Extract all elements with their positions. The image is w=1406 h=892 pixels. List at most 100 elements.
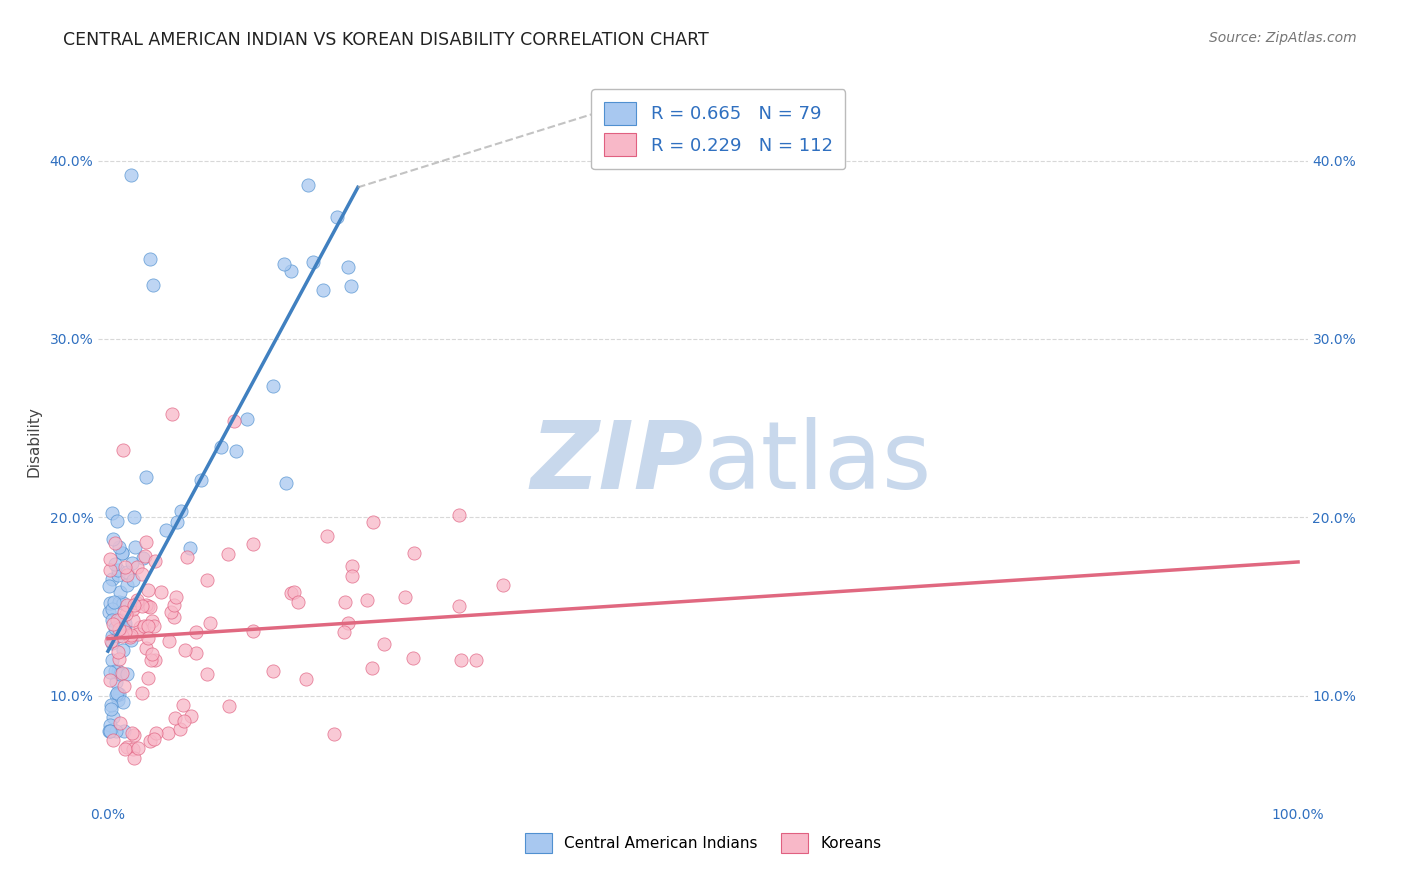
Point	[242, 624, 264, 639]
Point	[262, 379, 284, 393]
Point	[163, 598, 186, 612]
Text: atlas: atlas	[703, 417, 931, 509]
Point	[120, 630, 142, 644]
Point	[101, 602, 124, 616]
Point	[98, 578, 121, 592]
Point	[121, 726, 143, 740]
Point	[373, 636, 395, 650]
Point	[132, 551, 155, 566]
Point	[115, 598, 138, 612]
Point	[124, 540, 146, 554]
Point	[165, 590, 187, 604]
Point	[139, 733, 162, 747]
Point	[98, 724, 121, 739]
Point	[98, 563, 121, 577]
Point	[115, 739, 138, 754]
Point	[465, 652, 488, 666]
Point	[312, 283, 335, 297]
Point	[340, 569, 363, 583]
Point	[105, 724, 128, 739]
Point	[356, 592, 378, 607]
Point	[273, 257, 295, 271]
Point	[117, 628, 139, 642]
Point	[402, 546, 425, 560]
Point	[339, 278, 361, 293]
Point	[340, 558, 363, 573]
Y-axis label: Disability: Disability	[27, 406, 41, 477]
Point	[336, 616, 359, 631]
Point	[115, 578, 138, 592]
Point	[108, 687, 131, 701]
Point	[114, 560, 136, 574]
Point	[108, 622, 131, 636]
Point	[335, 594, 357, 608]
Point	[122, 510, 145, 524]
Point	[112, 605, 135, 619]
Point	[122, 751, 145, 765]
Point	[169, 722, 191, 736]
Point	[131, 567, 153, 582]
Point	[107, 568, 129, 582]
Legend: Central American Indians, Koreans: Central American Indians, Koreans	[517, 825, 889, 860]
Point	[176, 549, 198, 564]
Point	[100, 596, 122, 610]
Point	[101, 636, 124, 650]
Point	[98, 718, 121, 732]
Point	[112, 679, 135, 693]
Point	[363, 515, 385, 529]
Point	[190, 474, 212, 488]
Point	[218, 699, 240, 714]
Point	[492, 578, 515, 592]
Point	[173, 714, 195, 728]
Point	[262, 665, 284, 679]
Point	[142, 619, 165, 633]
Point	[103, 595, 125, 609]
Point	[450, 653, 472, 667]
Point	[141, 614, 163, 628]
Point	[101, 733, 124, 747]
Point	[195, 667, 218, 681]
Point	[125, 593, 148, 607]
Point	[173, 643, 195, 657]
Point	[100, 634, 122, 648]
Point	[143, 732, 166, 747]
Point	[157, 726, 180, 740]
Point	[111, 695, 134, 709]
Point	[103, 664, 125, 678]
Point	[111, 666, 134, 681]
Point	[134, 619, 156, 633]
Text: CENTRAL AMERICAN INDIAN VS KOREAN DISABILITY CORRELATION CHART: CENTRAL AMERICAN INDIAN VS KOREAN DISABI…	[63, 31, 709, 49]
Point	[105, 688, 128, 702]
Point	[315, 529, 337, 543]
Point	[294, 672, 316, 686]
Point	[114, 616, 136, 631]
Point	[142, 278, 165, 293]
Point	[222, 414, 245, 428]
Point	[145, 725, 167, 739]
Point	[100, 702, 122, 716]
Point	[242, 537, 264, 551]
Point	[122, 598, 145, 612]
Point	[322, 727, 344, 741]
Point	[136, 672, 159, 686]
Point	[135, 641, 157, 656]
Point	[198, 616, 221, 631]
Point	[114, 624, 136, 639]
Point	[110, 613, 132, 627]
Point	[107, 693, 129, 707]
Point	[105, 674, 128, 689]
Point	[112, 724, 135, 739]
Point	[127, 560, 149, 574]
Point	[135, 599, 157, 613]
Point	[100, 698, 122, 712]
Point	[111, 595, 134, 609]
Point	[287, 595, 309, 609]
Point	[100, 552, 122, 566]
Point	[127, 597, 149, 611]
Point	[115, 565, 138, 579]
Point	[111, 629, 134, 643]
Point	[111, 546, 134, 560]
Point	[449, 599, 471, 613]
Point	[104, 557, 127, 571]
Point	[103, 710, 125, 724]
